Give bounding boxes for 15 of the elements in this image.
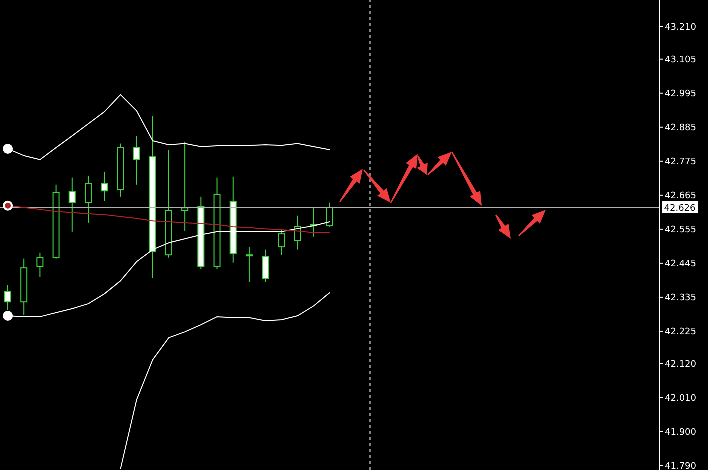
y-tick-label: 43.105: [665, 56, 696, 66]
y-tick-label: 41.790: [665, 462, 697, 470]
y-tick-label: 42.775: [665, 158, 696, 168]
y-tick-label: 41.900: [665, 428, 697, 438]
y-tick-label: 42.445: [665, 260, 696, 270]
y-tick-label: 42.225: [665, 328, 696, 338]
y-tick-label: 42.555: [665, 226, 696, 236]
y-tick-label: 42.885: [665, 124, 696, 134]
y-tick-label: 42.995: [665, 90, 696, 100]
ref-line-label: 42.626: [664, 204, 696, 214]
y-tick-label: 42.335: [665, 294, 696, 304]
y-tick-label: 43.210: [665, 23, 697, 34]
y-tick-label: 42.120: [665, 360, 697, 370]
y-tick-label: 42.010: [665, 394, 697, 404]
y-tick-label: 42.665: [665, 192, 696, 202]
